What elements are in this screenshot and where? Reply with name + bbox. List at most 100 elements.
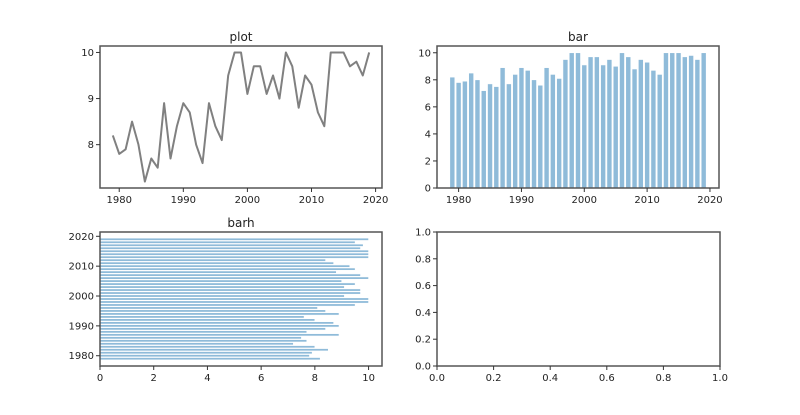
bar-2014 <box>669 52 676 189</box>
x-tick-label: 2010 <box>299 195 324 206</box>
y-tick-label: 8 <box>88 140 94 151</box>
barh-2000 <box>99 294 345 298</box>
bar-1985 <box>487 83 493 189</box>
axes-frame <box>436 231 721 367</box>
y-tick-label: 0.0 <box>415 362 431 373</box>
bar-2001 <box>587 56 594 189</box>
x-tick-label: 2000 <box>235 195 260 206</box>
bar-2016 <box>682 56 688 189</box>
bar-2011 <box>650 70 657 189</box>
subplot-2: 1980 1990 2000 2010 2020 0 2 4 6 8 10 bar <box>418 30 722 206</box>
barh-2010 <box>99 264 351 268</box>
barh-2001 <box>99 291 361 295</box>
x-tick-label: 2010 <box>634 195 659 206</box>
bar-2002 <box>594 56 600 189</box>
x-tick-label: 1.0 <box>712 373 728 384</box>
bar-1990 <box>518 67 525 189</box>
bar-2003 <box>600 64 606 189</box>
bar-1992 <box>531 79 537 189</box>
barh-1999 <box>99 297 369 301</box>
bar-2017 <box>688 55 694 189</box>
barh-2005 <box>99 279 343 283</box>
barh-2008 <box>99 270 337 274</box>
barh-1994 <box>99 312 340 316</box>
bar-1984 <box>480 90 487 189</box>
bar-2006 <box>619 52 625 189</box>
barh-1993 <box>99 315 305 319</box>
y-tick-label: 1980 <box>69 351 94 362</box>
bar-2012 <box>656 74 663 189</box>
bar-2015 <box>675 52 682 189</box>
bar-2004 <box>606 59 613 189</box>
bar-1998 <box>568 52 575 189</box>
barh-2012 <box>99 258 326 262</box>
x-tick-label: 1990 <box>509 195 534 206</box>
y-tick-label: 9 <box>88 94 94 105</box>
barh-1985 <box>99 339 308 343</box>
barh-2017 <box>99 243 364 247</box>
bar-2019 <box>700 52 707 189</box>
bar-1986 <box>493 86 500 189</box>
bar-1999 <box>575 52 581 189</box>
bar-1991 <box>524 70 531 189</box>
x-tick-label: 2000 <box>572 195 597 206</box>
y-tick-label: 2 <box>425 156 431 167</box>
barh-1986 <box>99 336 302 340</box>
x-tick-label: 4 <box>204 373 210 384</box>
bar-2005 <box>612 65 619 189</box>
subplot-4: 0.0 0.2 0.4 0.6 0.8 1.0 0.0 0.2 0.4 0.6 0.8 1.0 <box>415 228 728 385</box>
y-tick-label: 0.8 <box>415 254 431 265</box>
bar-1995 <box>550 74 556 189</box>
bar-1993 <box>537 84 544 189</box>
y-tick-label: 2000 <box>69 292 94 303</box>
barh-1997 <box>99 303 356 307</box>
y-tick-label: 0.2 <box>415 335 431 346</box>
subplot-1: 1980 1990 2000 2010 2020 8 9 10 plot <box>81 30 388 206</box>
x-tick-label: 1990 <box>171 195 196 206</box>
y-tick-label: 2010 <box>69 262 94 273</box>
x-tick-label: 0 <box>97 373 103 384</box>
bar-1981 <box>462 80 468 189</box>
y-tick-label: 10 <box>418 48 431 59</box>
bar-2007 <box>625 56 632 189</box>
x-tick-label: 8 <box>312 373 318 384</box>
subplot-title: plot <box>230 30 253 44</box>
barh-1987 <box>99 333 340 337</box>
x-tick-label: 2 <box>151 373 157 384</box>
x-tick-label: 0.0 <box>429 373 445 384</box>
x-tick-label: 6 <box>258 373 264 384</box>
barh-1990 <box>99 324 340 328</box>
bar-2010 <box>644 61 650 189</box>
bar-1989 <box>512 74 518 189</box>
bar-2013 <box>663 52 669 189</box>
x-tick-label: 0.8 <box>655 373 671 384</box>
y-tick-label: 4 <box>425 129 431 140</box>
x-tick-label: 1980 <box>107 195 132 206</box>
bar-2018 <box>694 59 701 189</box>
barh-1988 <box>99 330 308 334</box>
y-tick-label: 10 <box>81 48 94 59</box>
x-tick-label: 10 <box>362 373 375 384</box>
x-tick-label: 0.6 <box>599 373 615 384</box>
bar-1983 <box>474 79 481 189</box>
x-tick-label: 0.2 <box>486 373 502 384</box>
barh-2015 <box>99 249 369 253</box>
barh-2003 <box>99 285 345 289</box>
barh-1989 <box>99 327 326 331</box>
axes-frame <box>99 45 383 189</box>
y-tick-label: 1990 <box>69 321 94 332</box>
barh-1979 <box>99 357 321 361</box>
subplot-title: bar <box>568 30 588 44</box>
barh-1981 <box>99 351 313 355</box>
y-tick-label: 8 <box>425 75 431 86</box>
bar-1994 <box>543 67 550 189</box>
axes-frame <box>99 231 383 367</box>
y-tick-label: 0.4 <box>415 308 431 319</box>
axes-frame <box>436 45 720 189</box>
barh-2019 <box>99 237 369 241</box>
bar-2008 <box>631 68 638 189</box>
barh-2013 <box>99 255 369 259</box>
x-tick-label: 2020 <box>697 195 722 206</box>
barh-1983 <box>99 345 316 349</box>
bar-1996 <box>556 78 562 189</box>
